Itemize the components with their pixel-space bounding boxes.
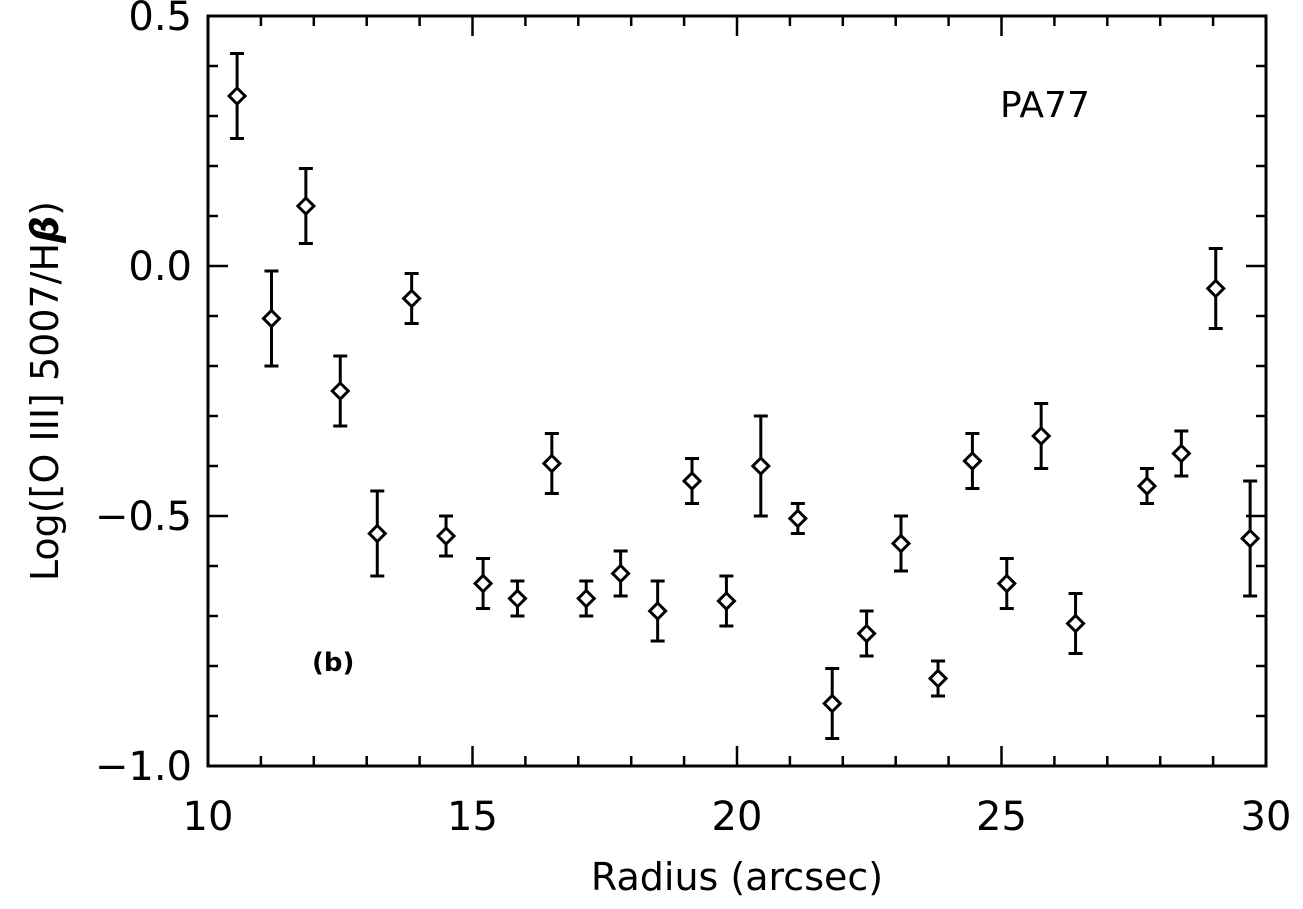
data-points xyxy=(226,52,1261,740)
diamond-marker xyxy=(401,288,422,309)
data-point xyxy=(1240,479,1261,598)
diamond-marker xyxy=(787,508,808,529)
diamond-marker xyxy=(576,588,597,609)
diamond-marker xyxy=(927,668,949,689)
data-point xyxy=(367,489,388,578)
x-axis-label: Radius (arcsec) xyxy=(591,855,883,899)
data-point xyxy=(435,514,457,558)
diamond-marker xyxy=(330,380,351,402)
data-point xyxy=(1171,429,1192,478)
diamond-marker xyxy=(750,455,771,477)
data-point xyxy=(541,432,562,495)
diamond-marker xyxy=(716,590,737,612)
panel-annotation-b: (b) xyxy=(312,648,354,678)
diamond-marker xyxy=(1065,613,1086,634)
data-point xyxy=(822,667,843,740)
data-point xyxy=(576,579,597,618)
data-point xyxy=(716,574,737,628)
y-tick-label: −0.5 xyxy=(95,494,192,540)
diamond-marker xyxy=(856,623,877,644)
diamond-marker xyxy=(1136,475,1158,497)
diamond-marker xyxy=(1171,443,1192,464)
x-tick-label: 10 xyxy=(183,794,234,840)
data-point xyxy=(472,557,494,610)
x-tick-label: 25 xyxy=(976,794,1027,840)
data-point xyxy=(1065,592,1086,655)
data-point xyxy=(401,272,422,325)
diamond-marker xyxy=(822,693,843,714)
diamond-marker xyxy=(367,523,388,544)
x-tick-label: 30 xyxy=(1241,794,1292,840)
diamond-marker xyxy=(1205,278,1226,299)
diamond-marker xyxy=(1240,528,1261,549)
diamond-marker xyxy=(610,563,631,584)
data-point xyxy=(962,432,983,490)
data-point xyxy=(856,609,877,658)
diamond-marker xyxy=(226,85,248,107)
diamond-marker xyxy=(1031,425,1052,447)
data-point xyxy=(226,52,248,140)
diamond-marker xyxy=(647,600,668,622)
data-point xyxy=(787,502,808,535)
data-point xyxy=(1136,467,1158,505)
diamond-marker xyxy=(507,588,528,609)
data-point xyxy=(750,414,771,518)
y-tick-labels: 0.5 0.0 −0.5 −1.0 xyxy=(95,0,192,790)
panel-annotation-pa77: PA77 xyxy=(1000,85,1090,126)
data-point xyxy=(1031,402,1052,470)
data-point xyxy=(1205,247,1226,330)
data-point xyxy=(330,354,351,428)
data-point xyxy=(261,269,282,368)
axis-ticks xyxy=(206,14,1268,768)
diamond-marker xyxy=(962,450,983,472)
x-tick-label: 20 xyxy=(712,794,763,840)
data-point xyxy=(647,579,668,643)
data-point xyxy=(507,579,528,618)
diamond-marker xyxy=(435,525,457,547)
data-point xyxy=(890,514,912,573)
data-point xyxy=(996,557,1017,610)
diamond-marker xyxy=(472,573,494,594)
y-axis-label: Log([O III] 5007/Hβ) xyxy=(23,201,67,581)
diamond-marker xyxy=(890,533,912,554)
y-tick-label: 0.0 xyxy=(128,244,192,290)
data-point xyxy=(681,457,703,505)
y-tick-label: 0.5 xyxy=(128,0,192,40)
diamond-marker xyxy=(996,573,1017,594)
diamond-marker xyxy=(295,195,316,217)
diamond-marker xyxy=(541,453,562,474)
plot-frame xyxy=(206,14,1268,768)
y-tick-label: −1.0 xyxy=(95,744,192,790)
data-point xyxy=(927,659,949,698)
data-point xyxy=(295,167,316,245)
diamond-marker xyxy=(681,470,703,492)
x-tick-labels: 10 15 20 25 30 xyxy=(183,794,1292,840)
data-point xyxy=(610,549,631,598)
x-tick-label: 15 xyxy=(447,794,498,840)
diamond-marker xyxy=(261,308,282,329)
